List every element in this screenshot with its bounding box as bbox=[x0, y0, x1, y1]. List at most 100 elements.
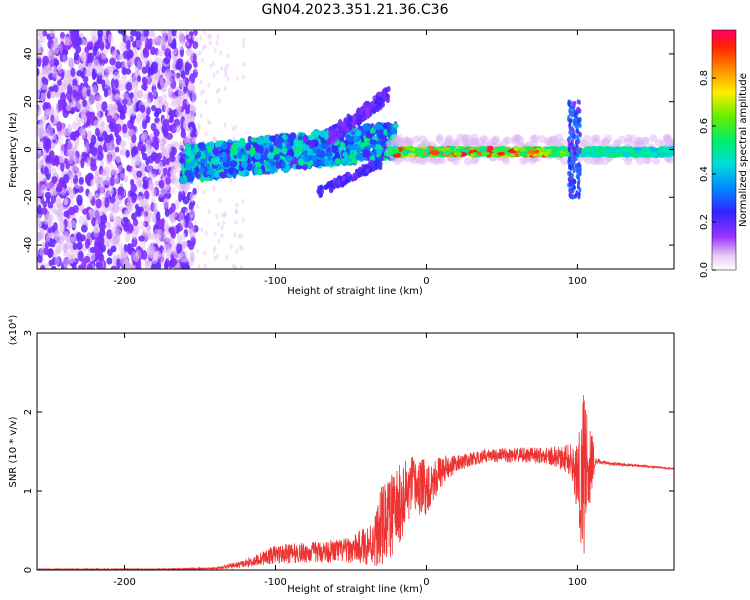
spectrogram-cell bbox=[212, 72, 216, 78]
spectrogram-cell bbox=[43, 166, 49, 177]
spectrogram-cell bbox=[189, 112, 195, 124]
spectrogram-cell bbox=[470, 137, 479, 146]
spectrogram-cell bbox=[180, 218, 186, 228]
spectrogram-cell bbox=[50, 65, 57, 75]
bottom-ytick-label: 2 bbox=[23, 409, 34, 415]
spectrogram-cell bbox=[243, 154, 248, 162]
spectrogram-cell bbox=[135, 30, 142, 40]
top-ylabel: Frequency (Hz) bbox=[8, 112, 19, 188]
spectrogram-cell bbox=[192, 40, 199, 50]
spectrogram-cell bbox=[41, 76, 47, 83]
spectrogram-cell bbox=[107, 33, 114, 44]
spectrogram-cell bbox=[73, 51, 80, 61]
spectrogram-cell bbox=[101, 79, 106, 88]
spectrogram-cell bbox=[136, 195, 143, 206]
spectrogram-cell bbox=[632, 152, 639, 158]
spectrogram-cell bbox=[184, 169, 192, 177]
spectrogram-cell bbox=[343, 125, 348, 132]
spectrogram-cell bbox=[70, 67, 76, 77]
spectrogram-cell bbox=[210, 157, 217, 165]
spectrogram-cell bbox=[217, 238, 221, 244]
colorbar-tick-label: 0.4 bbox=[699, 166, 710, 182]
spectrogram-cell bbox=[221, 141, 228, 150]
spectrogram-cell bbox=[336, 132, 341, 139]
spectrogram-cell bbox=[127, 223, 134, 234]
spectrogram-cell bbox=[58, 137, 64, 146]
spectrogram-cell bbox=[190, 49, 194, 55]
spectrogram-cell bbox=[143, 93, 149, 100]
colorbar-gradient bbox=[711, 29, 737, 271]
spectrogram-cell bbox=[386, 85, 391, 92]
spectrogram-cell bbox=[144, 204, 152, 212]
spectrogram-cell bbox=[92, 58, 100, 70]
top-ytick-label: -40 bbox=[23, 237, 34, 253]
spectrogram-cell bbox=[348, 123, 353, 130]
spectrogram-cell bbox=[151, 38, 158, 46]
colorbar-tick-label: 0.2 bbox=[699, 214, 710, 230]
spectrogram-cell bbox=[185, 90, 190, 100]
spectrogram-cell bbox=[112, 105, 119, 116]
spectrogram-cell bbox=[80, 52, 88, 62]
spectrogram-cell bbox=[574, 193, 578, 199]
spectrogram-cell bbox=[230, 160, 238, 168]
spectrogram-cell bbox=[203, 263, 207, 269]
bottom-xtick-label: -200 bbox=[113, 577, 136, 588]
spectrogram-cell bbox=[560, 157, 569, 166]
spectrogram-cell bbox=[336, 179, 341, 185]
spectrogram-cell bbox=[176, 243, 183, 254]
spectrogram-cell bbox=[501, 156, 510, 165]
spectrogram-cell bbox=[330, 128, 335, 135]
spectrogram-cell bbox=[48, 248, 54, 258]
spectrogram-cell bbox=[180, 70, 186, 79]
spectrogram-cell bbox=[239, 137, 246, 145]
spectrogram-cell bbox=[227, 142, 232, 150]
spectrogram-cell bbox=[435, 135, 444, 144]
spectrogram-cell bbox=[374, 165, 379, 171]
spectrogram-cell bbox=[50, 90, 57, 99]
spectrogram-cell bbox=[649, 134, 658, 143]
spectrogram-cell bbox=[97, 260, 104, 269]
spectrogram-cell bbox=[198, 50, 202, 56]
spectrogram-cell bbox=[190, 148, 196, 155]
top-ytick-label: 20 bbox=[23, 95, 34, 108]
spectrogram-cell bbox=[383, 129, 388, 137]
spectrogram-cell bbox=[42, 200, 48, 208]
spectrogram-cell bbox=[84, 142, 90, 154]
spectrogram-image bbox=[37, 30, 674, 269]
spectrogram-cell bbox=[218, 177, 222, 183]
spectrogram-cell bbox=[197, 264, 201, 269]
spectrogram-cell bbox=[125, 149, 130, 158]
spectrogram-cell bbox=[470, 156, 479, 165]
spectrogram-cell bbox=[544, 152, 550, 157]
spectrogram-cell bbox=[374, 160, 379, 166]
spectrogram-cell bbox=[319, 130, 328, 138]
spectrogram-cell bbox=[116, 54, 121, 62]
top-xtick-label: -200 bbox=[113, 276, 136, 287]
spectrogram-cell bbox=[340, 142, 346, 148]
spectrogram-cell bbox=[377, 157, 382, 163]
spectrogram-cell bbox=[131, 166, 138, 173]
spectrogram-cell bbox=[135, 265, 142, 269]
spectrogram-cell bbox=[633, 146, 642, 152]
spectrogram-cell bbox=[220, 225, 224, 231]
spectrogram-cell bbox=[218, 198, 222, 204]
spectrogram-cell bbox=[92, 208, 99, 219]
spectrogram-cell bbox=[511, 135, 520, 144]
spectrogram-cell bbox=[133, 89, 139, 100]
spectrogram-cell bbox=[90, 134, 97, 146]
colorbar: 0.00.20.40.60.8 Normalized spectral ampl… bbox=[699, 29, 749, 278]
spectrogram-cell bbox=[80, 114, 88, 125]
spectrogram-cell bbox=[122, 92, 129, 100]
spectrogram-cell bbox=[578, 149, 582, 155]
spectrogram-cell bbox=[583, 156, 592, 165]
spectrogram-cell bbox=[89, 251, 96, 262]
spectrogram-cell bbox=[327, 139, 332, 146]
spectrogram-cell bbox=[42, 55, 50, 66]
spectrogram-cell bbox=[41, 66, 47, 75]
spectrogram-cell bbox=[242, 43, 246, 49]
spectrogram-cell bbox=[53, 221, 58, 232]
spectrogram-cell bbox=[109, 57, 116, 66]
spectrogram-cell bbox=[572, 178, 576, 184]
spectrogram-cell bbox=[308, 140, 315, 149]
spectrogram-cell bbox=[365, 133, 373, 139]
